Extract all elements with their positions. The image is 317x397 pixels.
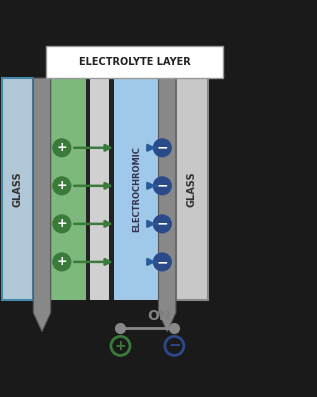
Text: +: + xyxy=(115,339,126,353)
Text: ELECTROLYTE LAYER: ELECTROLYTE LAYER xyxy=(79,57,191,67)
Text: +: + xyxy=(56,255,67,268)
FancyBboxPatch shape xyxy=(46,46,223,78)
Polygon shape xyxy=(158,78,176,331)
FancyBboxPatch shape xyxy=(2,78,33,300)
Text: ON: ON xyxy=(147,309,170,323)
Text: −: − xyxy=(157,255,168,269)
Text: GLASS: GLASS xyxy=(187,171,197,207)
Text: −: − xyxy=(157,141,168,155)
Polygon shape xyxy=(33,78,51,331)
Text: −: − xyxy=(168,338,181,353)
Text: GLASS: GLASS xyxy=(12,171,23,207)
Text: +: + xyxy=(56,218,67,230)
Circle shape xyxy=(53,253,71,271)
Circle shape xyxy=(53,177,71,195)
Bar xyxy=(51,78,86,300)
Bar xyxy=(86,78,90,300)
Bar xyxy=(109,78,114,300)
Text: +: + xyxy=(56,179,67,192)
Circle shape xyxy=(153,215,171,233)
Circle shape xyxy=(153,139,171,157)
Text: ELECTROCHROMIC: ELECTROCHROMIC xyxy=(132,146,141,232)
Text: +: + xyxy=(56,141,67,154)
Circle shape xyxy=(53,215,71,233)
Text: −: − xyxy=(157,179,168,193)
Bar xyxy=(90,78,109,300)
Bar xyxy=(114,78,158,300)
Text: −: − xyxy=(157,217,168,231)
Circle shape xyxy=(153,253,171,271)
FancyBboxPatch shape xyxy=(176,78,208,300)
Circle shape xyxy=(53,139,71,157)
Circle shape xyxy=(153,177,171,195)
